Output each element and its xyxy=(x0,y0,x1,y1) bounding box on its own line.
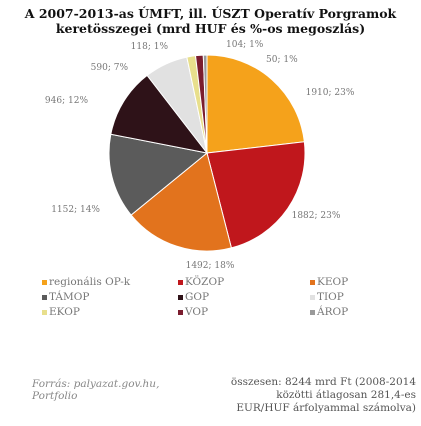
pie-chart: 1910; 23% 1882; 23% 1492; 18% 1152; 14% 946;… xyxy=(45,40,355,270)
legend-item-8: ÁROP xyxy=(310,306,410,318)
legend-label-0: regionális OP-k xyxy=(49,276,131,288)
slice-label-3: 1152; 14% xyxy=(51,205,100,215)
total-note-line-2: közötti átlagosan 281,4-es xyxy=(276,389,416,401)
slice-label-5: 590; 7% xyxy=(91,63,129,73)
legend-label-6: EKOP xyxy=(49,306,80,318)
pie-slice-1 xyxy=(206,141,306,249)
total-note: összesen: 8244 mrd Ft (2008-2014 közötti… xyxy=(226,376,416,415)
slice-label-1: 1882; 23% xyxy=(292,211,341,221)
legend-item-3: TÁMOP xyxy=(42,291,178,303)
pie-slice-8 xyxy=(202,54,208,154)
legend-swatch-3 xyxy=(42,294,47,300)
legend-item-2: KEOP xyxy=(310,276,410,288)
legend-label-2: KEOP xyxy=(317,276,349,288)
chart-title-line-1: A 2007-2013-as ÚMFT, ill. ÚSZT Operatív … xyxy=(24,6,397,21)
chart-title: A 2007-2013-as ÚMFT, ill. ÚSZT Operatív … xyxy=(0,6,421,36)
chart-legend: regionális OP-k KÖZOP KEOP TÁMOP GOP TIOP EKOP… xyxy=(42,276,412,318)
slice-label-8: 50; 1% xyxy=(266,55,298,65)
slice-label-7: 104; 1% xyxy=(226,40,264,50)
legend-swatch-5 xyxy=(310,294,315,300)
legend-item-5: TIOP xyxy=(310,291,410,303)
pie-slice-2 xyxy=(130,152,232,252)
legend-swatch-8 xyxy=(310,309,315,315)
total-note-line-1: összesen: 8244 mrd Ft (2008-2014 xyxy=(230,376,416,388)
legend-swatch-4 xyxy=(178,294,183,300)
legend-label-5: TIOP xyxy=(317,291,344,303)
legend-label-1: KÖZOP xyxy=(185,276,225,288)
pie-slice-0 xyxy=(206,54,305,154)
pie-slice-3 xyxy=(108,133,209,216)
legend-item-0: regionális OP-k xyxy=(42,276,178,288)
legend-item-1: KÖZOP xyxy=(178,276,310,288)
legend-swatch-7 xyxy=(178,309,183,315)
legend-label-4: GOP xyxy=(185,291,210,303)
legend-label-7: VOP xyxy=(185,306,209,318)
legend-label-3: TÁMOP xyxy=(49,291,90,303)
slice-label-4: 946; 12% xyxy=(45,96,89,106)
legend-item-7: VOP xyxy=(178,306,310,318)
chart-title-line-2: keretösszegei (mrd HUF és %-os megoszlás… xyxy=(55,21,366,36)
legend-swatch-2 xyxy=(310,279,315,285)
slice-label-0: 1910; 23% xyxy=(306,88,355,98)
pie-slice-4 xyxy=(110,74,209,154)
slice-label-2: 1492; 18% xyxy=(186,261,235,270)
legend-swatch-0 xyxy=(42,279,47,285)
slice-label-6: 118; 1% xyxy=(131,42,169,52)
legend-item-4: GOP xyxy=(178,291,310,303)
legend-swatch-6 xyxy=(42,309,47,315)
legend-item-6: EKOP xyxy=(42,306,178,318)
source-note: Forrás: palyazat.gov.hu, Portfolio xyxy=(32,378,160,402)
total-note-line-3: EUR/HUF árfolyammal számolva) xyxy=(236,402,416,414)
legend-swatch-1 xyxy=(178,279,183,285)
legend-label-8: ÁROP xyxy=(317,306,349,318)
